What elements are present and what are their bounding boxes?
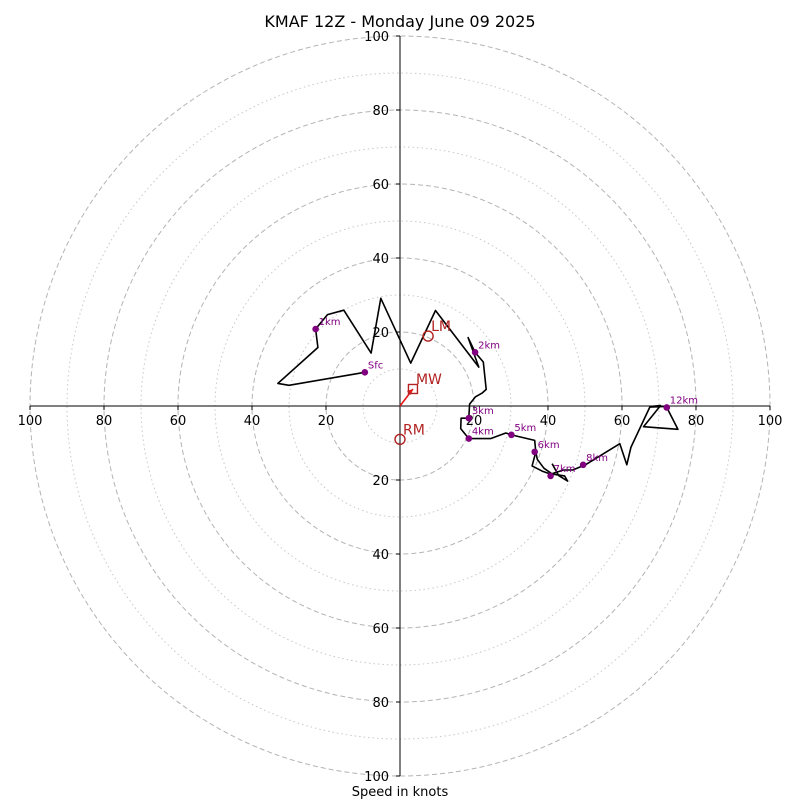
y-tick-label: 80: [372, 696, 389, 711]
x-tick-label: 40: [244, 414, 261, 429]
motion-marker-circle: [422, 330, 434, 342]
height-marker-label: Sfc: [368, 360, 383, 371]
height-marker-point: [547, 472, 554, 480]
x-tick-label: 60: [614, 414, 631, 429]
y-tick-label: 100: [364, 30, 389, 45]
height-marker-point: [663, 404, 671, 411]
height-marker-point: [579, 461, 587, 469]
height-marker-label: 4km: [472, 427, 494, 438]
x-tick-label: 20: [318, 414, 335, 429]
height-marker-point: [465, 414, 473, 422]
x-tick-label: 100: [758, 414, 783, 429]
height-marker-label: 2km: [478, 340, 500, 351]
y-tick-label: 60: [372, 178, 389, 193]
height-marker-label: 12km: [670, 395, 698, 406]
height-marker-point: [471, 349, 479, 356]
height-marker-point: [531, 448, 538, 456]
height-marker-label: 1km: [319, 317, 341, 328]
x-tick-label: 80: [96, 414, 113, 429]
height-marker-point: [361, 369, 369, 376]
height-marker-point: [312, 325, 319, 333]
storm-motions: LM RM MW: [394, 319, 451, 445]
x-tick-label: 60: [170, 414, 187, 429]
y-tick-label: 40: [372, 548, 389, 563]
hodograph-line: [277, 297, 679, 475]
height-marker-point: [508, 431, 515, 439]
x-tick-label: 40: [540, 414, 557, 429]
motion-label: LM: [431, 319, 451, 335]
height-marker-label: 6km: [538, 440, 560, 451]
tick-labels: 100 80 60 40 20 20 40 60 80 100100806040202040608…: [18, 30, 783, 785]
motion-label: RM: [403, 422, 425, 438]
x-axis-label: Speed in knots: [352, 785, 449, 800]
height-marker-label: 8km: [586, 453, 608, 464]
motion-marker-square: [407, 383, 419, 395]
height-marker-label: 5km: [514, 423, 536, 434]
height-marker-label: 7km: [554, 464, 576, 475]
y-tick-label: 20: [372, 474, 389, 489]
chart-title: KMAF 12Z - Monday June 09 2025: [264, 12, 535, 31]
height-marker-point: [465, 435, 473, 442]
y-tick-label: 60: [372, 622, 389, 637]
y-tick-label: 20: [372, 326, 389, 341]
motion-label: MW: [416, 372, 442, 388]
y-tick-label: 100: [364, 770, 389, 785]
hodograph-line-segment: [535, 451, 569, 482]
hodograph-trace: [277, 297, 679, 482]
x-tick-label: 80: [688, 414, 705, 429]
motion-marker-circle: [394, 433, 406, 445]
y-tick-label: 80: [372, 104, 389, 119]
x-tick-label: 100: [18, 414, 43, 429]
y-tick-label: 40: [372, 252, 389, 267]
height-marker-label: 3km: [472, 406, 494, 417]
